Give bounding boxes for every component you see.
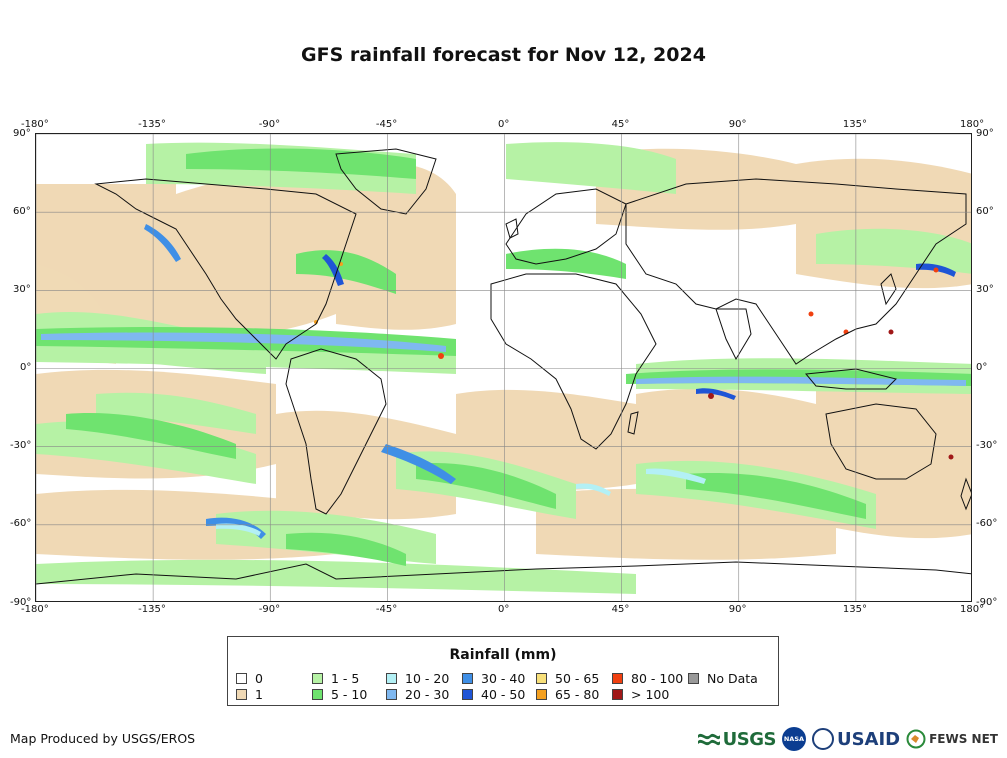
legend-swatch bbox=[536, 689, 547, 700]
legend-item: No Data bbox=[688, 671, 758, 686]
legend-item: 1 bbox=[236, 687, 263, 702]
latitude-label-left: -30° bbox=[10, 440, 32, 452]
usaid-logo-text: USAID bbox=[836, 728, 901, 750]
longitude-label-top: -90° bbox=[258, 119, 281, 130]
legend-label: 80 - 100 bbox=[631, 671, 684, 686]
legend-item: 10 - 20 bbox=[386, 671, 449, 686]
legend-item: 0 bbox=[236, 671, 263, 686]
longitude-label-bottom: -45° bbox=[375, 604, 398, 615]
latitude-label-left: 0° bbox=[20, 362, 32, 373]
legend-swatch bbox=[536, 673, 547, 684]
map-title: GFS rainfall forecast for Nov 12, 2024 bbox=[301, 44, 706, 66]
longitude-label-bottom: -90° bbox=[258, 604, 281, 615]
legend-label: 1 - 5 bbox=[331, 671, 360, 686]
longitude-label-bottom: 135° bbox=[842, 604, 867, 615]
legend-label: 40 - 50 bbox=[481, 687, 526, 702]
legend-swatch bbox=[236, 673, 247, 684]
latitude-label-right: 60° bbox=[976, 205, 994, 217]
longitude-label-top: 180° bbox=[960, 119, 985, 130]
latitude-label-right: -90° bbox=[976, 596, 998, 608]
legend-label: 5 - 10 bbox=[331, 687, 368, 702]
latitude-label-right: 90° bbox=[976, 127, 994, 139]
rainfall-map-canvas bbox=[36, 134, 971, 601]
rainfall-hotspots bbox=[314, 262, 954, 460]
legend-swatch bbox=[312, 689, 323, 700]
longitude-label-bottom: 0° bbox=[498, 604, 510, 615]
legend-item: 65 - 80 bbox=[536, 687, 599, 702]
longitude-label-top: -135° bbox=[138, 119, 166, 130]
legend-label: No Data bbox=[707, 671, 758, 686]
longitude-label-bottom: -135° bbox=[138, 604, 166, 615]
fews-net-logo: FEWS NET bbox=[906, 729, 998, 749]
usgs-wave-icon bbox=[697, 733, 720, 746]
legend-swatch bbox=[612, 689, 623, 700]
legend-label: > 100 bbox=[631, 687, 670, 702]
latitude-label-right: 30° bbox=[976, 283, 994, 295]
longitude-label-bottom: 45° bbox=[611, 604, 630, 615]
legend-swatch bbox=[612, 673, 623, 684]
legend-title: Rainfall (mm) bbox=[449, 647, 557, 663]
legend-label: 1 bbox=[255, 687, 263, 702]
rainfall-map bbox=[35, 133, 972, 602]
coastlines bbox=[36, 148, 971, 585]
longitude-label-top: -180° bbox=[21, 119, 49, 130]
latitude-label-left: 60° bbox=[13, 205, 31, 217]
fews-net-logo-text: FEWS NET bbox=[929, 732, 998, 746]
latitude-label-right: -60° bbox=[976, 518, 998, 530]
legend-item: 1 - 5 bbox=[312, 671, 359, 686]
legend-item: > 100 bbox=[612, 687, 669, 702]
latitude-label-right: 0° bbox=[976, 362, 988, 373]
legend-item: 40 - 50 bbox=[462, 687, 525, 702]
longitude-label-top: 135° bbox=[842, 119, 867, 130]
legend-label: 65 - 80 bbox=[555, 687, 600, 702]
longitude-label-bottom: 180° bbox=[960, 604, 985, 615]
latitude-label-left: -90° bbox=[10, 596, 32, 608]
latitude-label-left: -60° bbox=[10, 518, 32, 530]
legend-swatch bbox=[386, 673, 397, 684]
usgs-logo-text: USGS bbox=[722, 728, 777, 750]
legend-swatch bbox=[386, 689, 397, 700]
legend-label: 20 - 30 bbox=[405, 687, 450, 702]
legend-swatch bbox=[688, 673, 699, 684]
nasa-logo: NASA bbox=[781, 727, 806, 751]
legend-item: 30 - 40 bbox=[462, 671, 525, 686]
usgs-logo: USGS bbox=[697, 728, 777, 750]
longitude-label-top: -45° bbox=[375, 119, 398, 130]
legend-label: 10 - 20 bbox=[405, 671, 450, 686]
legend-item: 50 - 65 bbox=[536, 671, 599, 686]
longitude-label-top: 90° bbox=[728, 119, 747, 130]
legend-item: 80 - 100 bbox=[612, 671, 683, 686]
graticule bbox=[36, 134, 971, 601]
legend-label: 50 - 65 bbox=[555, 671, 600, 686]
legend-item: 5 - 10 bbox=[312, 687, 367, 702]
legend-item: 20 - 30 bbox=[386, 687, 449, 702]
legend-label: 30 - 40 bbox=[481, 671, 526, 686]
legend-swatch bbox=[236, 689, 247, 700]
fews-net-globe-icon bbox=[906, 729, 926, 749]
usaid-seal-icon bbox=[811, 728, 834, 750]
latitude-label-right: -30° bbox=[976, 440, 998, 452]
legend-swatch bbox=[462, 689, 473, 700]
partner-logos: USGS NASA USAID FEWS NET bbox=[697, 724, 998, 754]
latitude-label-left: 30° bbox=[13, 283, 31, 295]
legend-label: 0 bbox=[255, 671, 263, 686]
latitude-label-left: 90° bbox=[13, 127, 31, 139]
longitude-label-top: 0° bbox=[498, 119, 510, 130]
longitude-label-bottom: 90° bbox=[728, 604, 747, 615]
legend-swatch bbox=[312, 673, 323, 684]
map-credit: Map Produced by USGS/EROS bbox=[10, 731, 196, 746]
usaid-logo: USAID bbox=[811, 728, 901, 750]
legend-swatch bbox=[462, 673, 473, 684]
longitude-label-top: 45° bbox=[611, 119, 630, 130]
longitude-label-bottom: -180° bbox=[21, 604, 49, 615]
